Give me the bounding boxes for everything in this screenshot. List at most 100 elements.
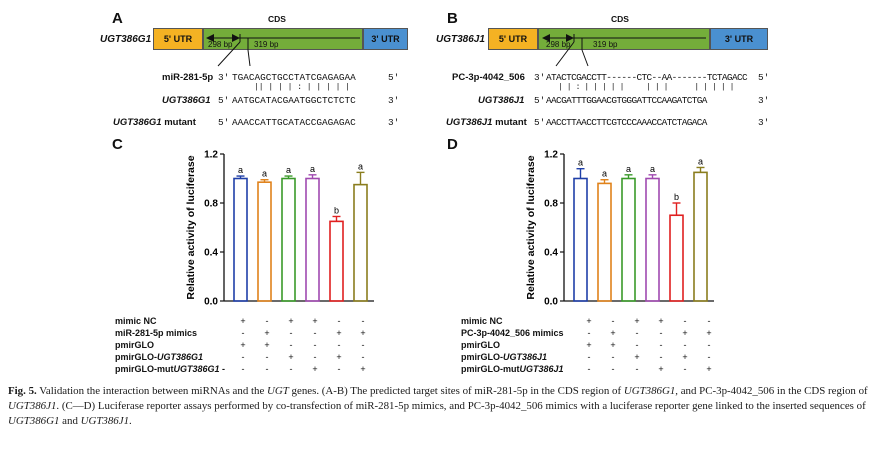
sign-grid-c: + - + + - - - + - - + + + + - - - - - - + - + - - - - + - +: [231, 316, 375, 376]
figure-caption: Fig. 5. Validation the interaction betwe…: [8, 384, 872, 429]
sig-letter-c-0: a: [238, 165, 243, 175]
row-label-c-4-suffix: -: [219, 364, 226, 374]
target-label-b: UGT386J1: [478, 95, 525, 106]
sign-cell-c: +: [240, 340, 246, 350]
bar-c-5: [353, 183, 368, 302]
sig-letter-c-1: a: [262, 169, 267, 179]
y-tick-label-d: 0.4: [544, 248, 558, 259]
row-label-c-4: pmirGLO-mutUGT386G1 -: [115, 364, 225, 376]
sign-cell-c: -: [361, 316, 365, 326]
sign-cell-d: +: [586, 340, 592, 350]
pos-end-b: 319 bp: [593, 40, 618, 49]
mirna-prime-left-a: 3': [218, 72, 230, 83]
sign-cell-d: +: [658, 364, 664, 374]
y-tick-label-c: 0.0: [204, 297, 218, 308]
sign-cell-c: -: [265, 316, 269, 326]
row-label-d-0-text: mimic NC: [461, 316, 503, 326]
sign-cell-c: +: [312, 364, 318, 374]
sign-cell-d: +: [634, 352, 640, 362]
row-label-c-1: miR-281-5p mimics: [115, 328, 198, 338]
sign-row-c-4: - - - + - +: [231, 364, 375, 376]
row-label-d-3-gene: UGT386J1: [503, 352, 548, 362]
cds-label-a: CDS: [268, 14, 286, 24]
sign-cell-d: -: [635, 364, 639, 374]
sign-row-d-1: - + - - + +: [577, 328, 721, 340]
mirna-prime-right-b: 5': [758, 72, 770, 83]
sign-cell-d: -: [659, 352, 663, 362]
utr5-box-a: 5' UTR: [153, 28, 203, 50]
sign-cell-c: -: [361, 352, 365, 362]
target-seq-a: AATGCATACGAATGGCTCTCTC: [232, 95, 356, 106]
caption-text-1: Validation the interaction between miRNA…: [36, 385, 268, 397]
bar-chart-d: 0.0 0.4 0.8 1.2 Relative activity of lucifer…: [525, 150, 714, 308]
sign-cell-c: +: [336, 352, 342, 362]
sign-row-c-0: + - + + - -: [231, 316, 375, 328]
site-arrows-a: [206, 34, 360, 67]
bar-d-3: [645, 177, 660, 302]
sign-cell-c: -: [265, 352, 269, 362]
sign-cell-d: -: [611, 352, 615, 362]
target-seq-b: AACGATTTGGAACGTGGGATTCCAAGATCTGA: [546, 95, 707, 106]
sig-letter-d-3: a: [650, 164, 655, 174]
mutant-prime-left-a: 5': [218, 117, 230, 128]
sign-cell-d: -: [587, 352, 591, 362]
sign-row-d-4: - - - + - +: [577, 364, 721, 376]
caption-text-3: , and PC-3p-4042_506 in the CDS region o…: [675, 385, 868, 397]
sign-cell-c: -: [265, 364, 269, 374]
bar-c-1: [257, 181, 272, 302]
mutant-gene-b: UGT386J1: [446, 117, 493, 128]
treatment-labels-d: mimic NC PC-3p-4042_506 mimics pmirGLO p…: [461, 316, 564, 376]
target-prime-left-a: 5': [218, 95, 230, 106]
caption-text-4: . (C—D) Luciferase reporter assays perfo…: [56, 400, 866, 412]
caption-gene-g1: UGT386G1: [623, 385, 676, 397]
sign-row-d-3: - - + - + -: [577, 352, 721, 364]
sign-cell-d: +: [658, 316, 664, 326]
sign-cell-c: -: [289, 328, 293, 338]
target-label-a: UGT386G1: [162, 95, 211, 106]
sign-cell-c: -: [361, 340, 365, 350]
caption-ugt: UGT: [267, 385, 289, 397]
y-tick-label-c: 1.2: [204, 150, 218, 161]
sign-cell-c: +: [360, 328, 366, 338]
sig-letter-d-5: a: [698, 156, 703, 166]
caption-gene-j1: UGT386J1: [8, 400, 57, 412]
sign-cell-d: -: [659, 340, 663, 350]
panel-letter-a: A: [112, 10, 123, 27]
y-tick-label-d: 1.2: [544, 150, 558, 161]
mirna-prime-left-b: 3': [534, 72, 546, 83]
sign-cell-d: +: [706, 364, 712, 374]
bar-d-2: [621, 177, 636, 302]
bar-d-1: [597, 182, 612, 302]
sign-cell-d: +: [706, 328, 712, 338]
sign-cell-c: +: [288, 316, 294, 326]
pairing-a: || | | | : | | | | |: [254, 83, 351, 92]
row-label-d-4-gene: UGT386J1: [519, 364, 564, 374]
sign-cell-c: -: [337, 316, 341, 326]
target-prime-right-b: 3': [758, 95, 770, 106]
caption-gene-g1b: UGT386G1: [8, 415, 60, 427]
bar-chart-c: 0.0 0.4 0.8 1.2 Relative activity of lucifer…: [185, 150, 374, 308]
row-label-c-0: mimic NC: [115, 316, 157, 326]
mutant-seq-b: AACCTTAACCTTCGTCCCAAACCATCTAGACA: [546, 117, 707, 128]
sig-letter-d-0: a: [578, 158, 583, 168]
row-label-d-3: pmirGLO-UGT386J1: [461, 352, 564, 364]
bar-c-3: [305, 177, 320, 302]
sign-cell-c: +: [240, 316, 246, 326]
mutant-gene-a: UGT386G1: [113, 117, 162, 128]
panel-letter-b: B: [447, 10, 458, 27]
sign-cell-d: -: [611, 364, 615, 374]
sign-cell-c: -: [337, 364, 341, 374]
sign-cell-c: +: [264, 328, 270, 338]
sign-cell-d: +: [586, 316, 592, 326]
sig-letter-d-4: b: [674, 192, 679, 202]
mirna-prime-right-a: 5': [388, 72, 400, 83]
sign-cell-d: +: [682, 352, 688, 362]
sign-cell-c: -: [289, 364, 293, 374]
sign-cell-d: -: [635, 328, 639, 338]
sig-letter-c-4: b: [334, 205, 339, 215]
sign-cell-c: +: [360, 364, 366, 374]
sign-cell-c: -: [241, 328, 245, 338]
target-prime-left-b: 5': [534, 95, 546, 106]
sign-cell-d: +: [610, 340, 616, 350]
sign-cell-d: -: [683, 364, 687, 374]
